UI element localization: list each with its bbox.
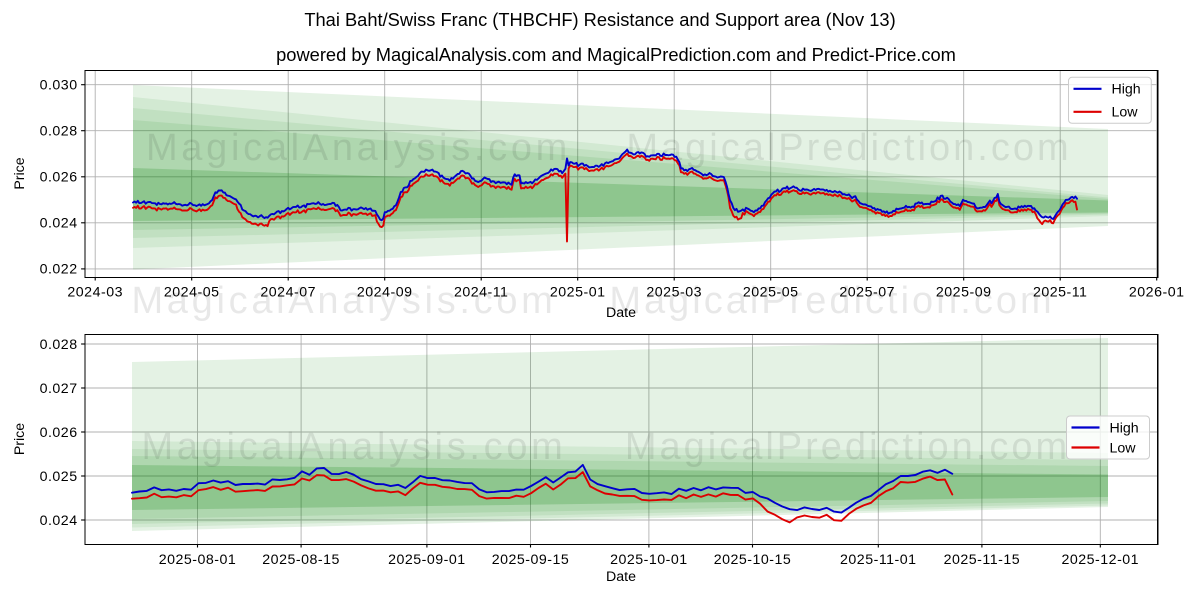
svg-text:Thai Baht/Swiss Franc (THBCHF): Thai Baht/Swiss Franc (THBCHF) Resistanc… [304, 9, 895, 30]
svg-text:MagicalPrediction.com: MagicalPrediction.com [625, 426, 1070, 468]
svg-text:2025-03: 2025-03 [646, 285, 702, 301]
svg-text:2025-10-01: 2025-10-01 [610, 552, 688, 568]
svg-text:0.026: 0.026 [40, 170, 78, 186]
svg-text:2025-09-15: 2025-09-15 [492, 552, 570, 568]
svg-text:MagicalAnalysis.com: MagicalAnalysis.com [146, 127, 571, 169]
svg-text:2024-07: 2024-07 [260, 285, 316, 301]
svg-text:2025-11: 2025-11 [1033, 285, 1088, 301]
svg-text:0.028: 0.028 [40, 337, 78, 353]
svg-text:2025-01: 2025-01 [550, 285, 606, 301]
svg-text:2025-11-01: 2025-11-01 [840, 552, 917, 568]
svg-text:0.024: 0.024 [40, 216, 78, 232]
svg-text:2025-09-01: 2025-09-01 [388, 552, 466, 568]
svg-text:MagicalAnalysis.com: MagicalAnalysis.com [141, 426, 566, 468]
svg-text:High: High [1112, 82, 1141, 98]
svg-text:2024-09: 2024-09 [357, 285, 413, 301]
svg-text:2025-12-01: 2025-12-01 [1062, 552, 1140, 568]
svg-text:Price: Price [12, 423, 28, 455]
svg-text:MagicalAnalysis.com: MagicalAnalysis.com [131, 280, 556, 322]
svg-text:0.024: 0.024 [40, 513, 78, 529]
svg-text:2025-11-15: 2025-11-15 [944, 552, 1021, 568]
svg-text:0.027: 0.027 [40, 381, 78, 397]
svg-text:Low: Low [1110, 440, 1137, 456]
svg-text:powered by MagicalAnalysis.com: powered by MagicalAnalysis.com and Magic… [276, 44, 956, 65]
svg-text:2024-11: 2024-11 [454, 285, 509, 301]
svg-text:2024-05: 2024-05 [164, 285, 220, 301]
svg-text:0.025: 0.025 [40, 469, 78, 485]
svg-text:Low: Low [1112, 105, 1139, 121]
svg-text:0.026: 0.026 [40, 425, 78, 441]
svg-text:0.028: 0.028 [40, 124, 78, 140]
svg-text:Date: Date [606, 305, 636, 321]
svg-text:2025-07: 2025-07 [839, 285, 895, 301]
svg-text:High: High [1110, 420, 1139, 436]
svg-text:0.022: 0.022 [40, 262, 78, 278]
svg-text:MagicalPrediction.com: MagicalPrediction.com [626, 127, 1071, 169]
svg-text:2025-08-15: 2025-08-15 [262, 552, 340, 568]
svg-text:2025-10-15: 2025-10-15 [714, 552, 792, 568]
svg-text:2025-09: 2025-09 [936, 285, 992, 301]
svg-text:Price: Price [12, 157, 28, 189]
svg-text:2025-08-01: 2025-08-01 [159, 552, 237, 568]
svg-text:2025-05: 2025-05 [743, 285, 799, 301]
svg-text:MagicalPrediction.com: MagicalPrediction.com [609, 280, 1054, 322]
svg-text:2026-01: 2026-01 [1129, 285, 1185, 301]
svg-text:Date: Date [606, 569, 636, 585]
svg-text:0.030: 0.030 [40, 78, 78, 94]
svg-text:2024-03: 2024-03 [67, 285, 123, 301]
